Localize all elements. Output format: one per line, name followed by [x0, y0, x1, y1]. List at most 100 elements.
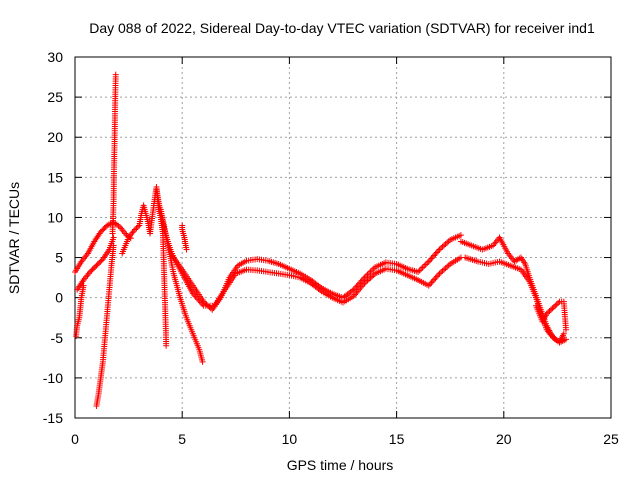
data-point: [429, 254, 436, 261]
data-point: [352, 285, 359, 292]
x-tick-label: 20: [496, 431, 512, 447]
data-point: [197, 299, 204, 306]
data-point: [94, 261, 101, 268]
x-tick-label: 25: [603, 431, 619, 447]
data-point: [134, 223, 141, 230]
data-point: [427, 281, 434, 288]
series-deep-dip: [93, 242, 117, 409]
chart-title: Day 088 of 2022, Sidereal Day-to-day VTE…: [89, 20, 595, 36]
data-point: [427, 257, 434, 264]
data-point: [560, 330, 567, 337]
data-point: [431, 276, 438, 283]
data-point: [433, 273, 440, 280]
data-point: [428, 255, 435, 262]
data-point: [92, 263, 99, 270]
y-tick-label: 30: [47, 49, 63, 65]
data-point: [110, 242, 117, 249]
data-point: [441, 242, 448, 249]
data-point: [112, 71, 119, 78]
data-point: [419, 264, 426, 271]
data-point: [555, 300, 562, 307]
data-point: [438, 269, 445, 276]
data-point: [97, 228, 104, 235]
data-point: [89, 266, 96, 273]
x-tick-label: 0: [71, 431, 79, 447]
data-point: [545, 309, 552, 316]
data-point: [432, 275, 439, 282]
data-point: [100, 226, 107, 233]
data-point: [422, 261, 429, 268]
series-main-curve: [153, 186, 464, 313]
data-point: [99, 227, 106, 234]
data-point: [436, 246, 443, 253]
y-tick-label: 5: [55, 250, 63, 266]
data-point: [553, 301, 560, 308]
data-point: [552, 302, 559, 309]
data-point: [358, 277, 365, 284]
data-point: [543, 310, 550, 317]
data-point: [549, 305, 556, 312]
y-tick-label: 15: [47, 169, 63, 185]
data-point: [110, 234, 117, 241]
y-axis: -15 -10 -5 0 5 10 15 20 25 30: [43, 49, 611, 426]
data-point: [183, 246, 190, 253]
y-tick-label: -5: [51, 330, 64, 346]
data-point: [433, 249, 440, 256]
x-tick-label: 5: [178, 431, 186, 447]
data-point: [416, 267, 423, 274]
data-point: [101, 225, 108, 232]
data-point: [132, 226, 139, 233]
series-steep-fall: [157, 206, 206, 365]
data-point: [97, 258, 104, 265]
data-point: [562, 336, 569, 343]
y-tick-label: 20: [47, 129, 63, 145]
data-point: [361, 274, 368, 281]
series-late-day: [457, 234, 567, 345]
data-point: [354, 282, 361, 289]
y-tick-label: 25: [47, 89, 63, 105]
data-point: [96, 260, 103, 267]
x-tick-label: 15: [389, 431, 405, 447]
x-axis-label: GPS time / hours: [287, 457, 394, 473]
data-point: [421, 263, 428, 270]
data-point: [435, 272, 442, 279]
data-point: [133, 225, 140, 232]
data-point: [206, 304, 213, 311]
data-point: [362, 278, 369, 285]
data-point: [439, 267, 446, 274]
series-second-curve: [157, 214, 464, 309]
data-point: [163, 342, 170, 349]
data-point: [366, 276, 373, 283]
data-point: [550, 304, 557, 311]
data-point: [199, 358, 206, 365]
data-point: [436, 270, 443, 277]
x-axis: 0 5 10 15 20 25: [71, 57, 619, 447]
x-tick-label: 10: [282, 431, 298, 447]
data-point: [442, 241, 449, 248]
y-axis-label: SDTVAR / TECUs: [6, 182, 22, 294]
data-point: [369, 267, 376, 274]
data-point: [441, 266, 448, 273]
data-point: [93, 262, 100, 269]
series-late-day-3: [532, 298, 569, 333]
data-point: [425, 258, 432, 265]
data-point: [432, 251, 439, 258]
grid-lines: [75, 57, 611, 418]
data-point: [356, 280, 363, 287]
data-point: [444, 263, 451, 270]
data-point: [88, 267, 95, 274]
data-point: [457, 232, 464, 239]
data-point: [90, 265, 97, 272]
data-point: [444, 239, 451, 246]
series-outliers-5h: [179, 222, 190, 253]
data-points: [72, 71, 569, 409]
data-point: [364, 277, 371, 284]
y-tick-label: -10: [43, 370, 63, 386]
data-point: [546, 308, 553, 315]
series-dip: [73, 282, 87, 340]
y-tick-label: 0: [55, 290, 63, 306]
data-point: [360, 276, 367, 283]
data-point: [353, 283, 360, 290]
y-tick-label: 10: [47, 209, 63, 225]
